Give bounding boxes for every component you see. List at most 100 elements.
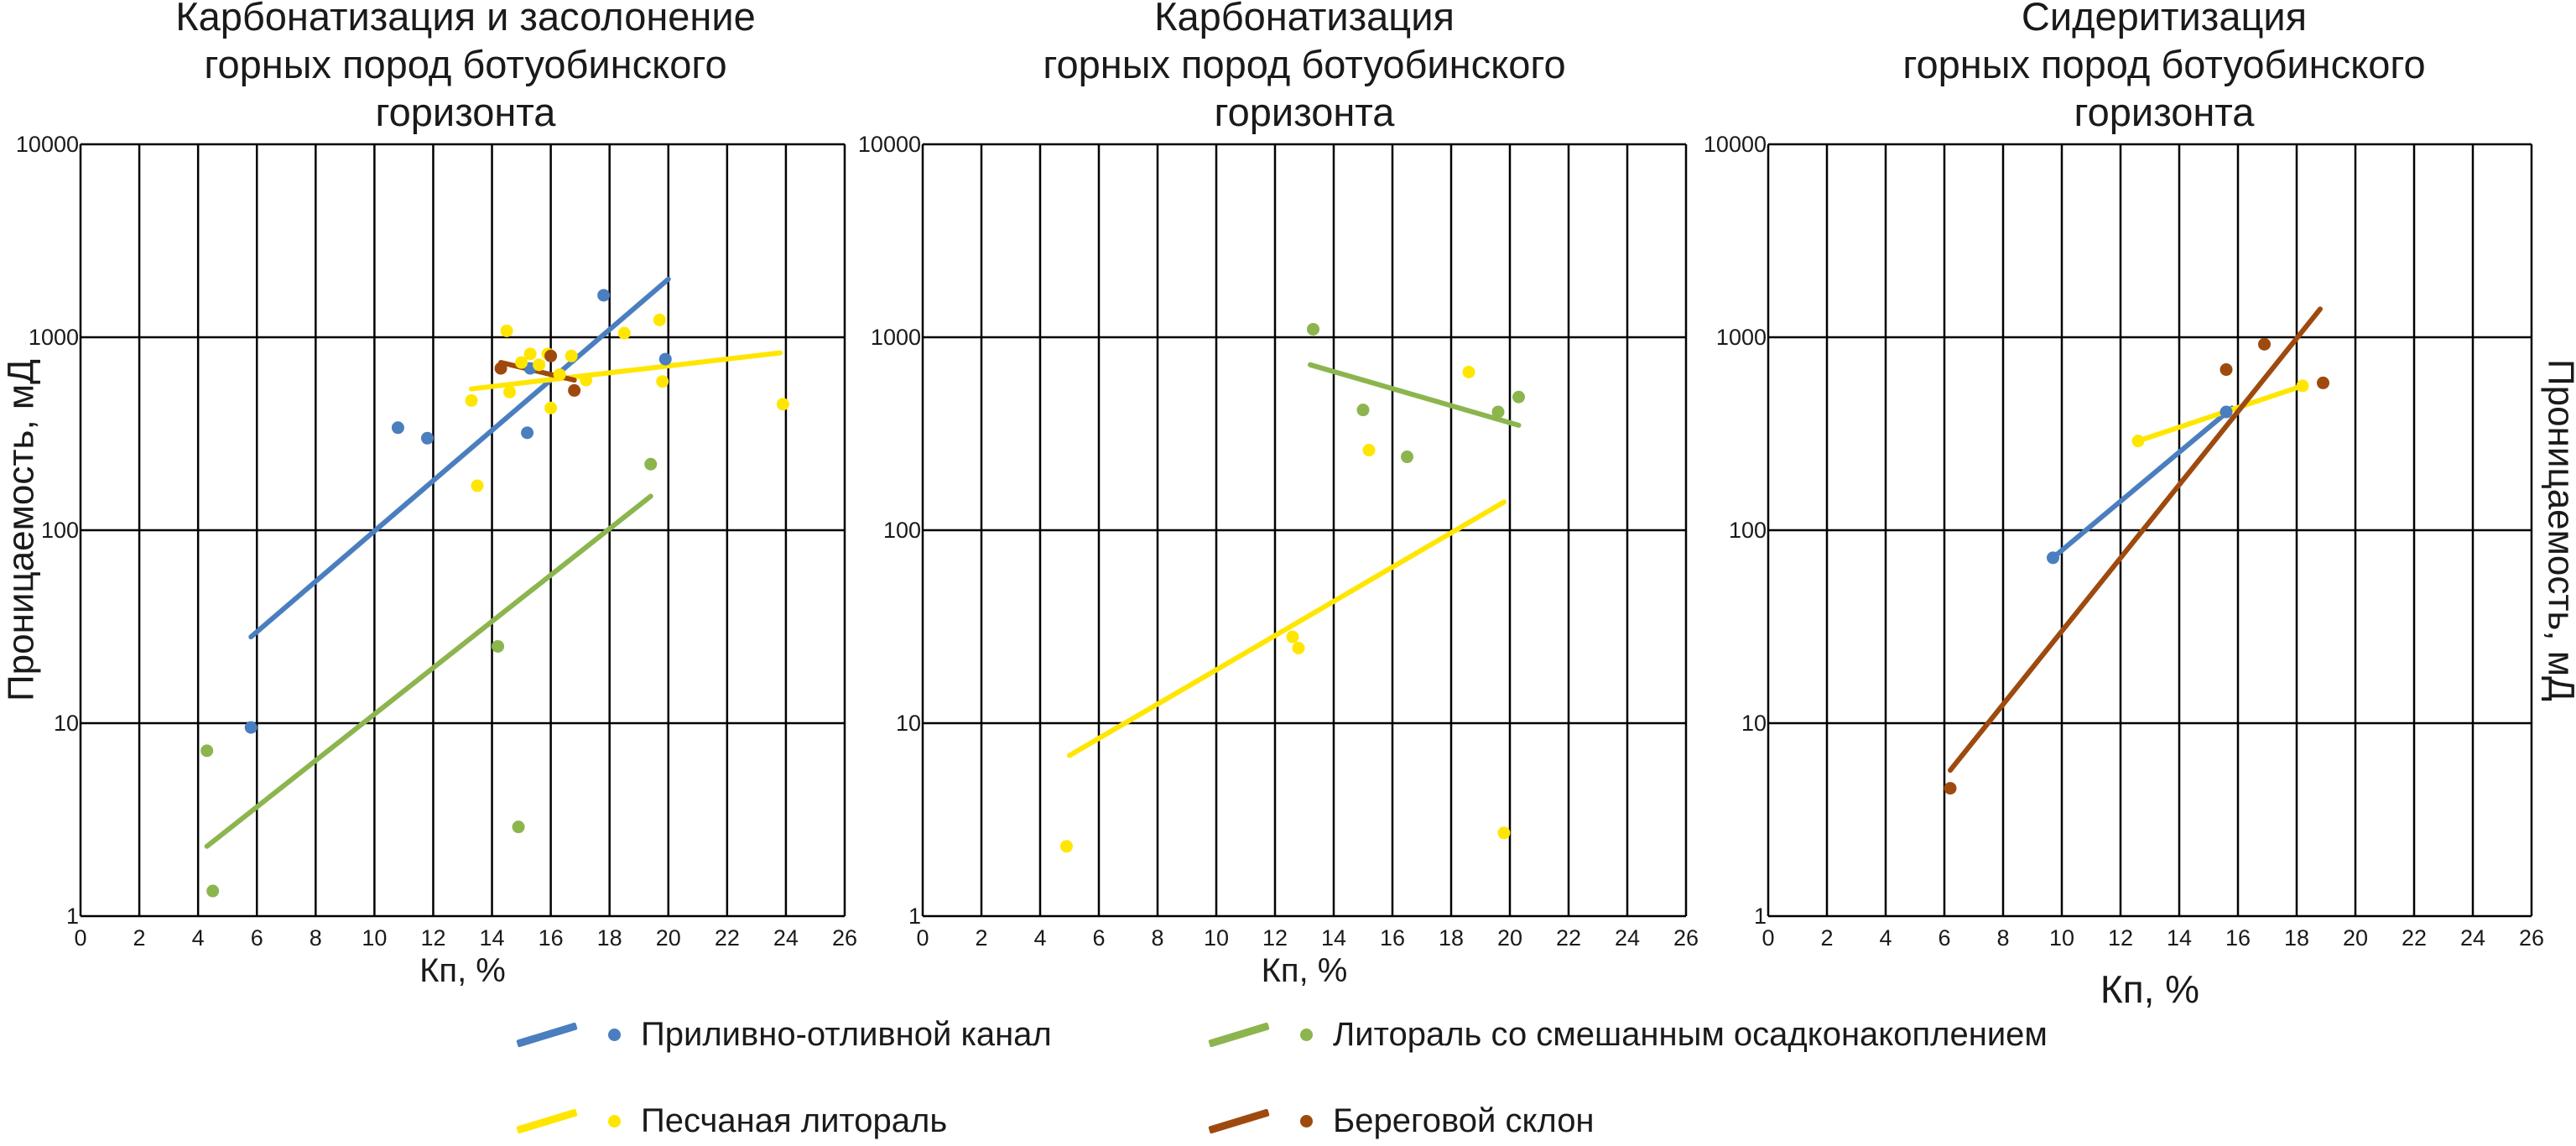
x-tick-label: 6 xyxy=(251,925,263,951)
y-axis-label: Проницаемость, мД xyxy=(1,359,42,701)
data-point xyxy=(776,398,789,411)
series-blue xyxy=(248,276,671,640)
data-point xyxy=(565,349,578,362)
data-point xyxy=(471,479,484,492)
data-point xyxy=(391,421,404,435)
data-point xyxy=(1491,405,1505,419)
trend-line xyxy=(469,350,783,392)
x-tick-label: 12 xyxy=(2108,925,2133,951)
x-tick-label: 8 xyxy=(1996,925,2009,951)
x-tick-label: 22 xyxy=(2402,925,2427,951)
x-tick-label: 10 xyxy=(362,925,387,951)
data-point xyxy=(1497,826,1511,840)
x-tick-label: 18 xyxy=(597,925,622,951)
trend-line xyxy=(204,493,653,849)
data-point xyxy=(1362,444,1376,457)
x-tick-label: 14 xyxy=(1321,925,1346,951)
y-tick-label: 10000 xyxy=(16,132,79,157)
chart-title-line: Карбонатизация xyxy=(1154,0,1455,39)
data-point xyxy=(533,358,546,372)
data-point xyxy=(553,368,566,382)
chart-title-line: горных пород ботуобинского xyxy=(1902,42,2425,86)
trend-line xyxy=(1948,306,2323,774)
series-blue xyxy=(2050,405,2235,560)
data-point xyxy=(597,289,611,302)
data-point xyxy=(1401,451,1413,464)
data-point xyxy=(1356,404,1370,417)
y-tick-label: 1 xyxy=(908,904,921,929)
data-point xyxy=(656,375,669,388)
grid xyxy=(79,143,846,918)
data-point xyxy=(200,744,214,758)
data-point xyxy=(494,362,507,375)
x-tick-label: 26 xyxy=(1673,925,1699,951)
data-point xyxy=(1944,782,1957,795)
x-tick-label: 6 xyxy=(1938,925,1950,951)
data-point xyxy=(1292,641,1305,654)
y-tick-label: 10 xyxy=(54,711,79,736)
data-point xyxy=(500,324,513,337)
x-tick-label: 20 xyxy=(1497,925,1522,951)
x-tick-label: 2 xyxy=(1820,925,1833,951)
data-point xyxy=(1060,840,1073,853)
data-point xyxy=(521,426,534,440)
data-point xyxy=(2317,376,2329,389)
x-tick-label: 0 xyxy=(1762,925,1774,951)
x-tick-label: 26 xyxy=(2519,925,2544,951)
y-tick-label: 1000 xyxy=(1716,325,1767,350)
data-point xyxy=(644,457,658,471)
trend-line xyxy=(2050,405,2235,560)
data-point xyxy=(544,401,558,414)
data-point xyxy=(2296,379,2309,393)
data-point xyxy=(658,352,672,366)
data-point xyxy=(1286,630,1299,643)
data-point xyxy=(206,884,220,898)
series-yellow xyxy=(469,350,783,392)
x-tick-label: 16 xyxy=(539,925,564,951)
series-yellow xyxy=(1067,499,1507,758)
y-tick-label: 10000 xyxy=(1704,132,1767,157)
data-point xyxy=(492,639,505,653)
x-tick-label: 16 xyxy=(2225,925,2251,951)
data-point xyxy=(503,385,517,398)
chart-title: Карбонатизация и засолонение горных пород… xyxy=(175,0,756,134)
x-tick-label: 4 xyxy=(1033,925,1046,951)
trend-line xyxy=(1067,499,1507,758)
y-tick-label: 100 xyxy=(41,518,79,543)
data-point xyxy=(420,431,434,445)
x-tick-label: 18 xyxy=(2284,925,2309,951)
x-tick-label: 0 xyxy=(916,925,929,951)
chart-title: Сидеритизация горных пород ботуобинского г… xyxy=(1902,0,2425,134)
x-tick-label: 8 xyxy=(310,925,322,951)
x-tick-label: 20 xyxy=(2343,925,2368,951)
data-point xyxy=(523,347,537,361)
y-tick-label: 1000 xyxy=(29,325,79,350)
x-tick-label: 2 xyxy=(975,925,987,951)
x-tick-label: 22 xyxy=(1556,925,1581,951)
trend-line xyxy=(1308,362,1522,428)
chart-title-line: горных пород ботуобинского xyxy=(1043,42,1565,86)
data-point xyxy=(2258,337,2271,351)
data-point xyxy=(544,349,558,362)
data-point xyxy=(2131,435,2145,448)
series-green xyxy=(204,493,653,849)
data-point xyxy=(653,313,666,326)
x-tick-label: 18 xyxy=(1439,925,1464,951)
x-tick-label: 24 xyxy=(773,925,799,951)
chart-title: Карбонатизация горных пород ботуобинского… xyxy=(1043,0,1565,134)
y-tick-label: 10 xyxy=(1741,711,1767,736)
x-tick-label: 24 xyxy=(2460,925,2485,951)
data-point xyxy=(1307,322,1319,336)
x-tick-label: 4 xyxy=(1879,925,1892,951)
x-tick-label: 22 xyxy=(715,925,740,951)
chart-title-line: горных пород ботуобинского xyxy=(204,42,726,86)
x-tick-label: 12 xyxy=(420,925,445,951)
y-axis-label: Проницаемость, мД xyxy=(2540,359,2576,701)
data-point xyxy=(1462,366,1475,379)
grid xyxy=(1767,143,2533,918)
x-axis-label: Кп, % xyxy=(1262,952,1348,989)
x-tick-label: 14 xyxy=(2167,925,2192,951)
x-tick-label: 4 xyxy=(192,925,205,951)
data-point xyxy=(568,383,581,397)
chart-3: 0 2 4 6 8 10 12 14 16 18 20 22 24 26110100100010000Си… xyxy=(1704,0,2576,1011)
